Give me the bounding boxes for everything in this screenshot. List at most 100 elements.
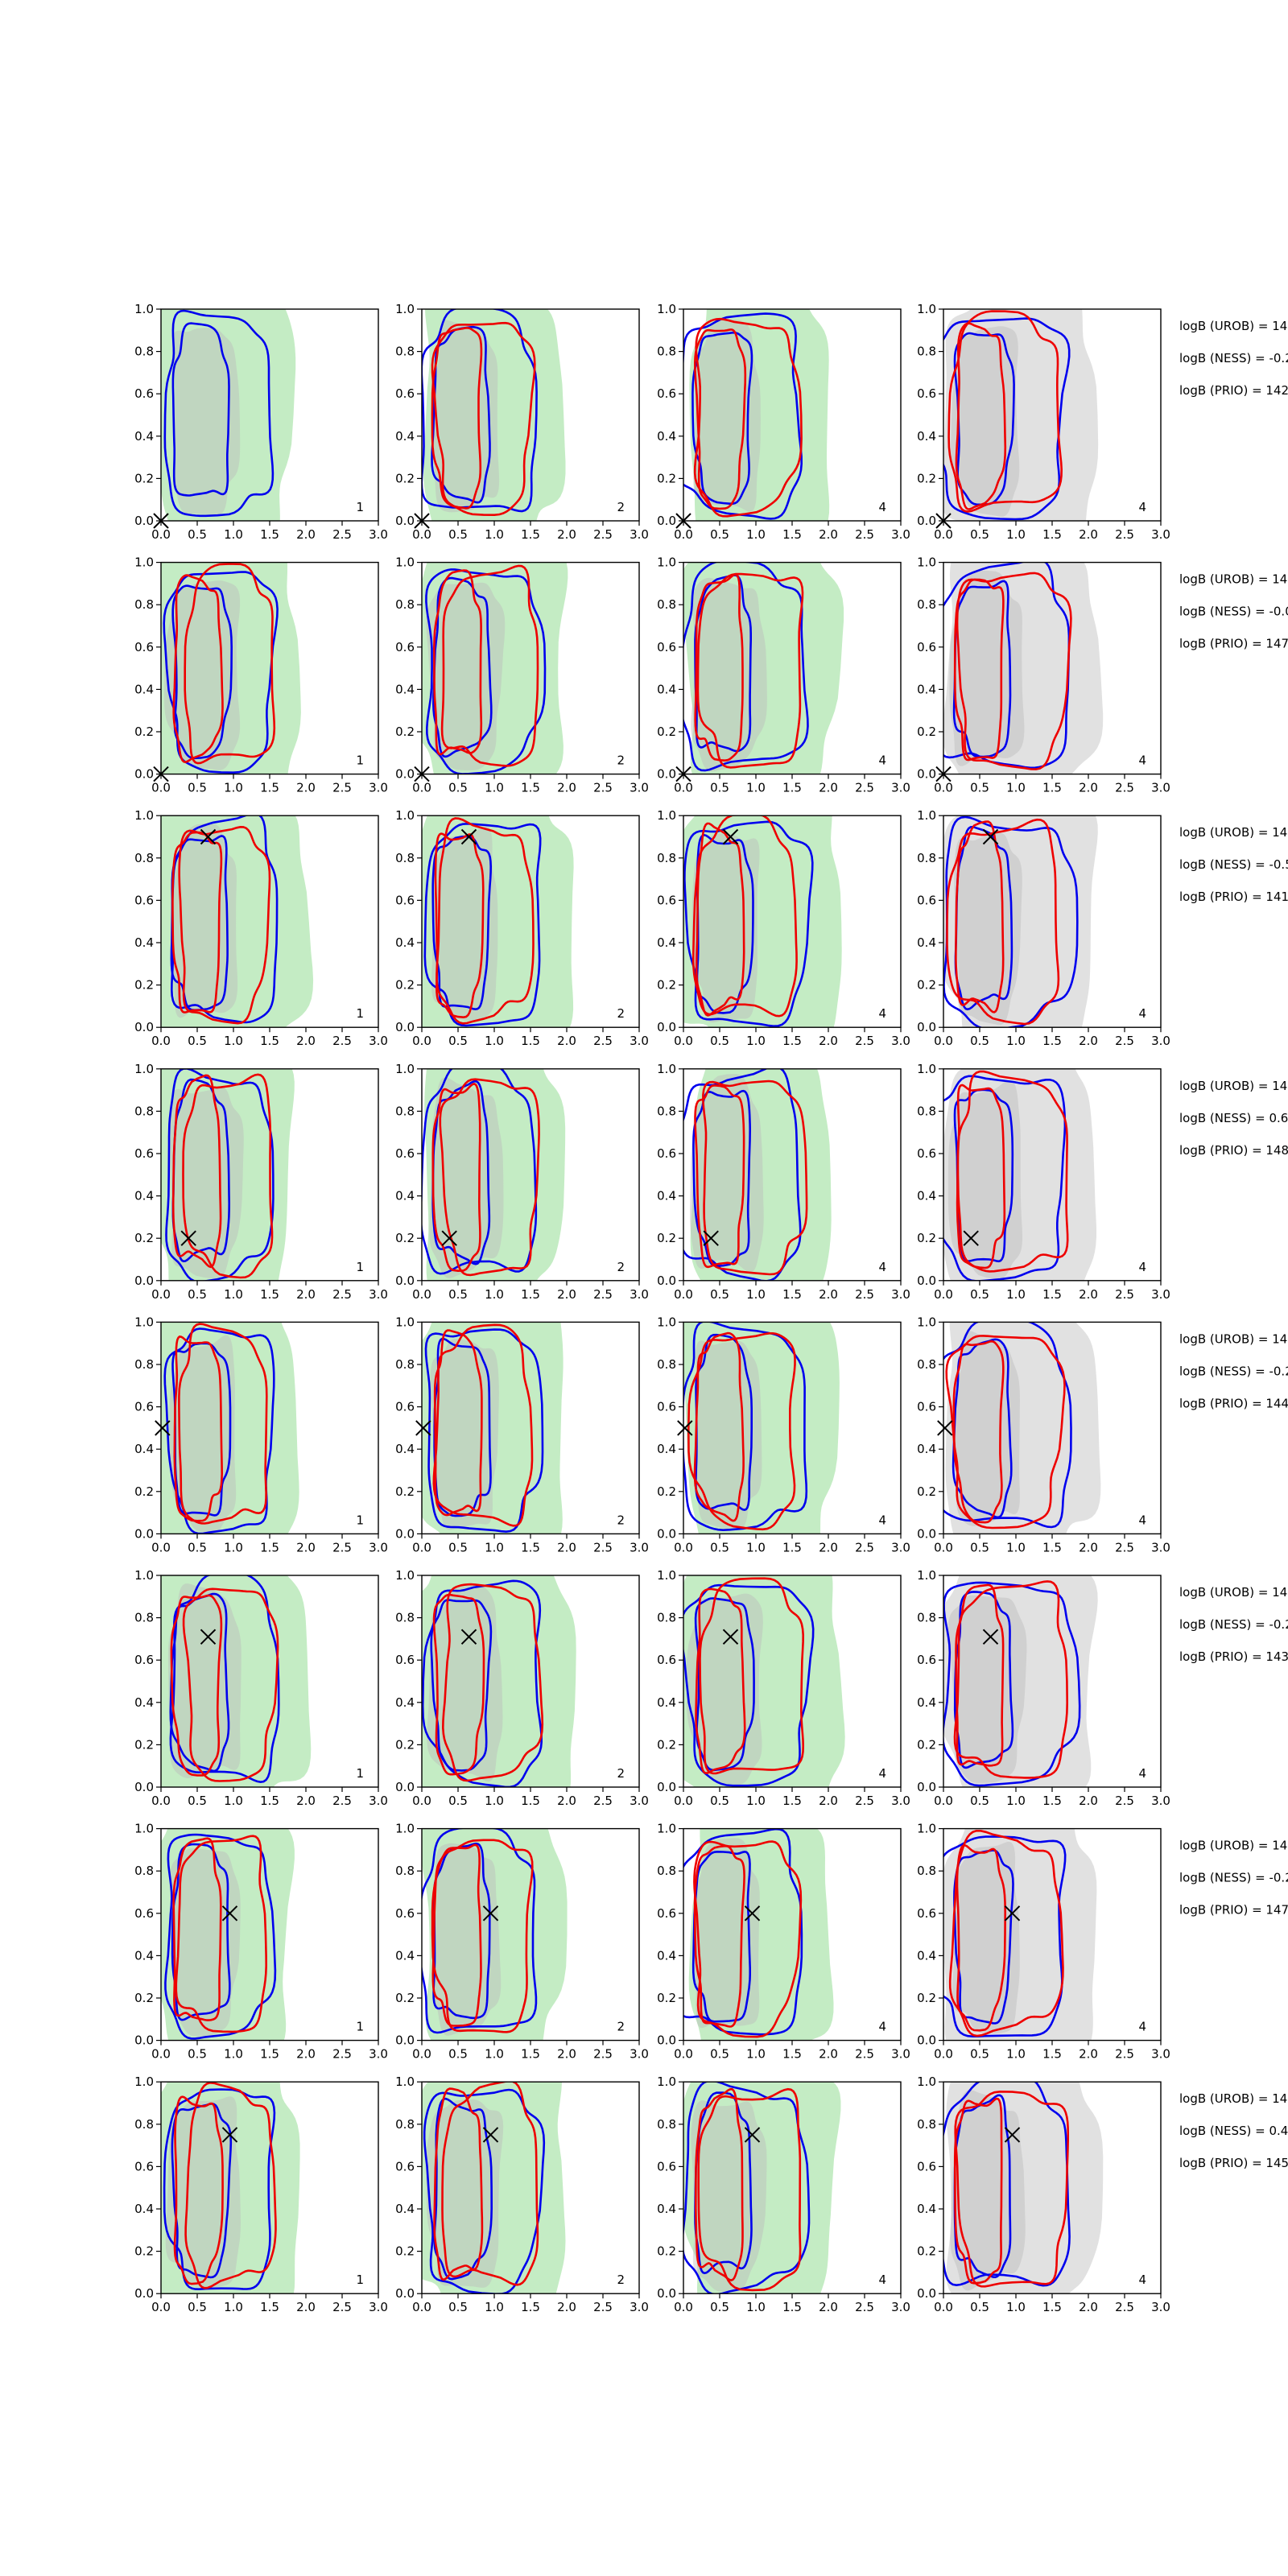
marker-x: [675, 766, 691, 782]
x-tick-label: 1.5: [782, 527, 802, 542]
panel: 0.0 0.5 1.0 1.5 2.0 2.5 3.0 0.0 0.2 0.4 0.6 0.8 1.0 2: [395, 1062, 649, 1302]
contour: [693, 1331, 745, 1522]
y-tick-label: 0.2: [395, 1737, 415, 1752]
y-tick-label: 0.8: [917, 345, 936, 359]
plot-area: [683, 2082, 841, 2294]
panel: 0.0 0.5 1.0 1.5 2.0 2.5 3.0 0.0 0.2 0.4 0.6 0.8 1.0 2: [395, 1315, 649, 1554]
density-fill: [952, 1841, 1020, 2034]
x-tick-label: 0.5: [448, 1540, 468, 1554]
x-tick-label: 1.5: [521, 1794, 540, 1808]
y-tick-label: 0.6: [917, 640, 936, 654]
y-tick-label: 0.6: [657, 640, 676, 654]
plot-area: [683, 1828, 834, 2041]
x-tick-label: 0.0: [151, 1540, 171, 1554]
x-tick-label: 1.0: [485, 1287, 504, 1302]
y-tick-label: 0.4: [395, 1442, 415, 1456]
y-tick-label: 0.0: [657, 2033, 676, 2048]
x-tick-label: 0.5: [970, 1287, 989, 1302]
x-tick-label: 0.0: [934, 781, 953, 795]
plot-area: [683, 1068, 832, 1281]
panel-label: 1: [356, 753, 364, 768]
x-tick-label: 1.5: [1042, 1287, 1062, 1302]
contour: [184, 2082, 277, 2289]
y-tick-label: 0.4: [657, 429, 676, 444]
marker-x: [414, 513, 430, 529]
y-tick-label: 0.6: [134, 1400, 154, 1414]
panel-label: 2: [617, 1260, 625, 1274]
x-tick-label: 1.0: [224, 1540, 243, 1554]
y-tick-label: 1.0: [134, 2074, 154, 2089]
contour: [431, 321, 536, 517]
x-tick-label: 2.5: [593, 2300, 613, 2314]
plot-area: [943, 815, 1098, 1028]
y-tick-label: 0.0: [395, 2286, 415, 2301]
panel: 0.0 0.5 1.0 1.5 2.0 2.5 3.0 0.0 0.2 0.4 0.6 0.8 1.0 1: [134, 1568, 388, 1808]
x-tick-label: 2.0: [557, 1540, 576, 1554]
x-tick-label: 0.0: [412, 527, 431, 542]
x-tick-label: 3.0: [369, 1034, 388, 1048]
panel: 0.0 0.5 1.0 1.5 2.0 2.5 3.0 0.0 0.2 0.4 0.6 0.8 1.0 2: [395, 1568, 649, 1808]
y-tick-label: 0.8: [395, 345, 415, 359]
y-tick-label: 0.6: [395, 2159, 415, 2174]
x-tick-label: 3.0: [369, 527, 388, 542]
panel-label: 2: [617, 1513, 625, 1527]
x-tick-label: 0.0: [674, 1034, 693, 1048]
contour: [947, 310, 1063, 513]
annotation: logB (PRIO) = 1433: [1179, 1649, 1288, 1664]
y-tick-label: 0.4: [134, 1442, 154, 1456]
y-tick-label: 0.4: [395, 429, 415, 444]
contour: [943, 317, 1071, 521]
panel-label: 2: [617, 2273, 625, 2287]
panel-label: 1: [356, 1006, 364, 1021]
contour: [683, 312, 803, 520]
panel-label: 4: [1138, 2273, 1146, 2287]
y-tick-label: 0.4: [657, 935, 676, 950]
y-tick-label: 0.6: [917, 2159, 936, 2174]
x-tick-label: 0.5: [448, 781, 468, 795]
y-tick-label: 0.8: [917, 1357, 936, 1372]
plot-area: [943, 1322, 1101, 1534]
x-tick-label: 0.0: [412, 781, 431, 795]
contour: [433, 1329, 483, 1517]
x-tick-label: 0.0: [934, 1034, 953, 1048]
contour: [178, 825, 271, 1025]
y-tick-label: 0.4: [657, 1948, 676, 1963]
annotation: logB (PRIO) = 1425: [1179, 383, 1288, 398]
contour: [425, 568, 547, 774]
panel-label: 2: [617, 1006, 625, 1021]
contour: [163, 309, 275, 518]
contour: [182, 1073, 274, 1279]
x-tick-label: 0.5: [188, 2300, 207, 2314]
panel: 0.0 0.5 1.0 1.5 2.0 2.5 3.0 0.0 0.2 0.4 0.6 0.8 1.0 4: [657, 555, 910, 795]
panel-label: 4: [1138, 1006, 1146, 1021]
x-tick-label: 2.0: [819, 1287, 838, 1302]
y-tick-label: 0.0: [395, 1526, 415, 1541]
panel-label: 1: [356, 2273, 364, 2287]
x-tick-label: 1.5: [1042, 527, 1062, 542]
x-tick-label: 2.5: [332, 1287, 352, 1302]
y-tick-label: 0.6: [134, 2159, 154, 2174]
x-tick-label: 1.0: [485, 781, 504, 795]
plot-area: [422, 1575, 576, 1787]
y-tick-label: 0.4: [395, 1189, 415, 1203]
y-tick-label: 0.4: [917, 935, 936, 950]
y-tick-label: 0.6: [657, 1653, 676, 1667]
panel-label: 4: [878, 500, 886, 514]
x-tick-label: 2.5: [332, 1034, 352, 1048]
x-tick-label: 1.0: [1006, 1794, 1026, 1808]
contour: [431, 1839, 534, 2033]
y-tick-label: 0.2: [657, 978, 676, 993]
y-tick-label: 0.2: [134, 978, 154, 993]
contour: [163, 571, 279, 774]
y-tick-label: 0.8: [917, 2117, 936, 2132]
y-tick-label: 0.0: [395, 514, 415, 528]
density-fill: [422, 2082, 566, 2294]
panel: 0.0 0.5 1.0 1.5 2.0 2.5 3.0 0.0 0.2 0.4 0.6 0.8 1.0 1: [134, 808, 388, 1048]
x-tick-label: 2.0: [296, 1287, 316, 1302]
x-tick-label: 0.5: [970, 527, 989, 542]
contour: [683, 562, 809, 772]
density-fill: [431, 320, 500, 513]
y-tick-label: 0.6: [657, 1146, 676, 1161]
density-fill: [693, 319, 761, 512]
x-tick-label: 0.5: [448, 1794, 468, 1808]
